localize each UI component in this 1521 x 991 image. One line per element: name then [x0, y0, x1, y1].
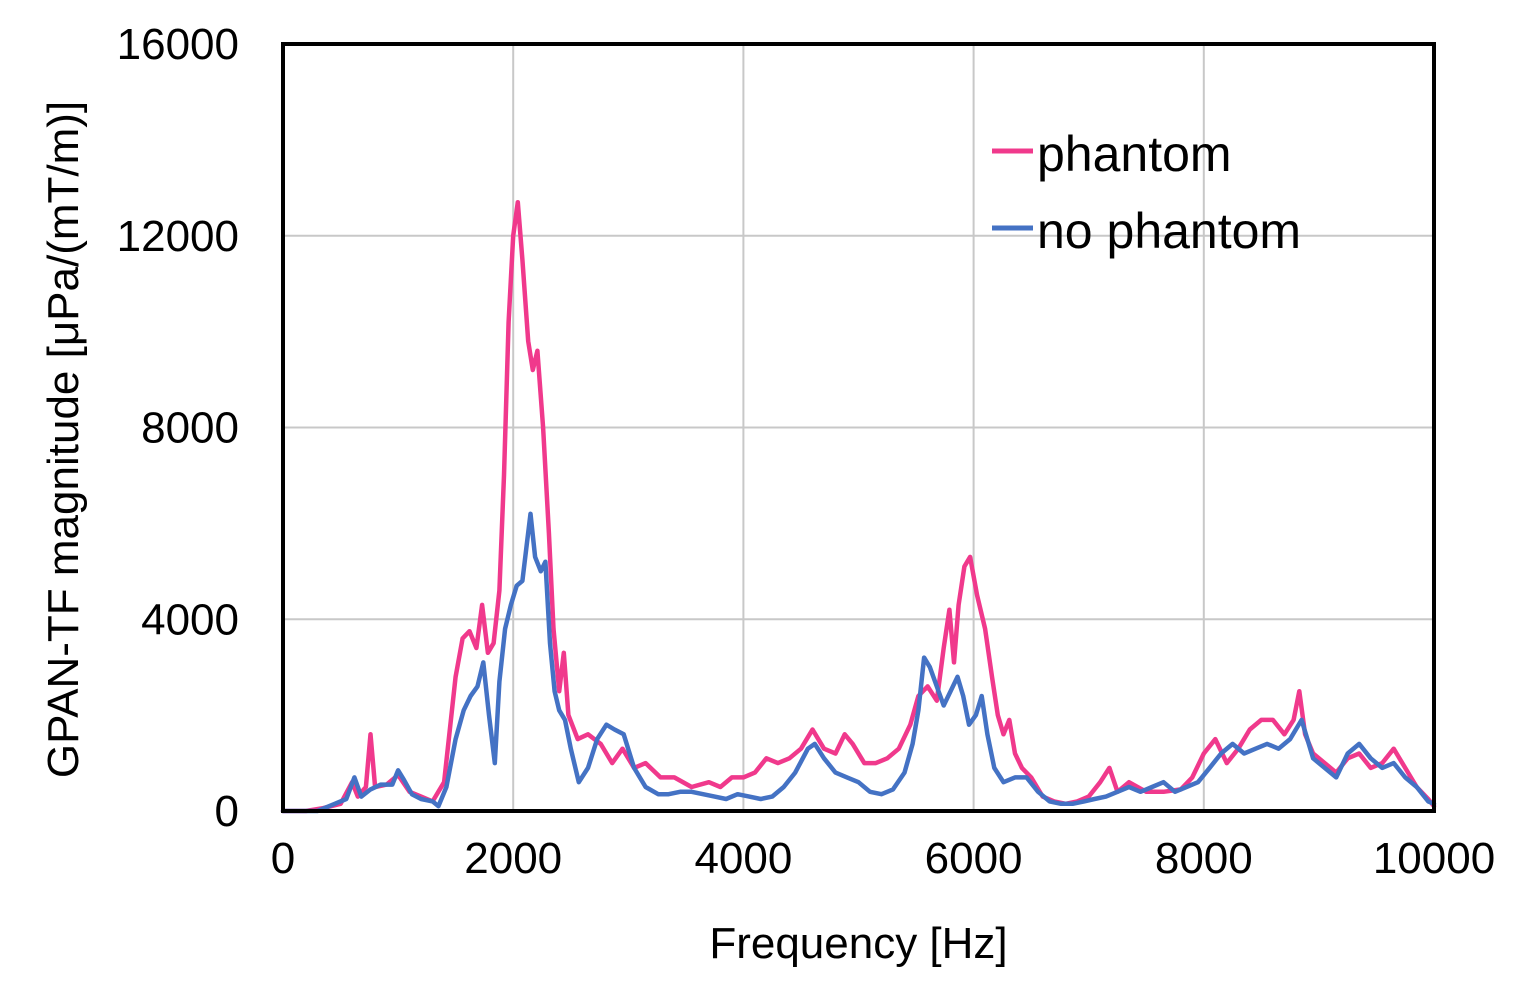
legend-label: phantom	[1037, 126, 1232, 182]
x-tick-label: 6000	[925, 834, 1023, 883]
y-tick-label: 8000	[141, 404, 239, 453]
series-layer	[280, 199, 1437, 814]
y-tick-label: 4000	[141, 595, 239, 644]
x-tick-label: 8000	[1155, 834, 1253, 883]
x-tick-label: 10000	[1373, 834, 1495, 883]
y-tick-label: 16000	[117, 20, 239, 69]
legend: phantom no phantom	[992, 126, 1301, 259]
plot-border	[281, 42, 1436, 813]
x-tick-label: 4000	[694, 834, 792, 883]
y-tick-label: 12000	[117, 212, 239, 261]
legend-label: no phantom	[1037, 203, 1301, 259]
grid-lines	[283, 44, 1434, 811]
x-axis-title: Frequency [Hz]	[709, 919, 1007, 968]
y-tick-labels: 0 4000 8000 12000 16000	[117, 20, 239, 836]
y-tick-label: 0	[215, 787, 239, 836]
series-line-no-phantom	[280, 511, 1437, 814]
series-line-phantom	[280, 199, 1437, 814]
y-axis-title: GPAN-TF magnitude [μPa/(mT/m)]	[39, 101, 88, 778]
x-tick-labels: 0 2000 4000 6000 8000 10000	[271, 834, 1495, 883]
x-tick-label: 0	[271, 834, 295, 883]
x-tick-label: 2000	[464, 834, 562, 883]
